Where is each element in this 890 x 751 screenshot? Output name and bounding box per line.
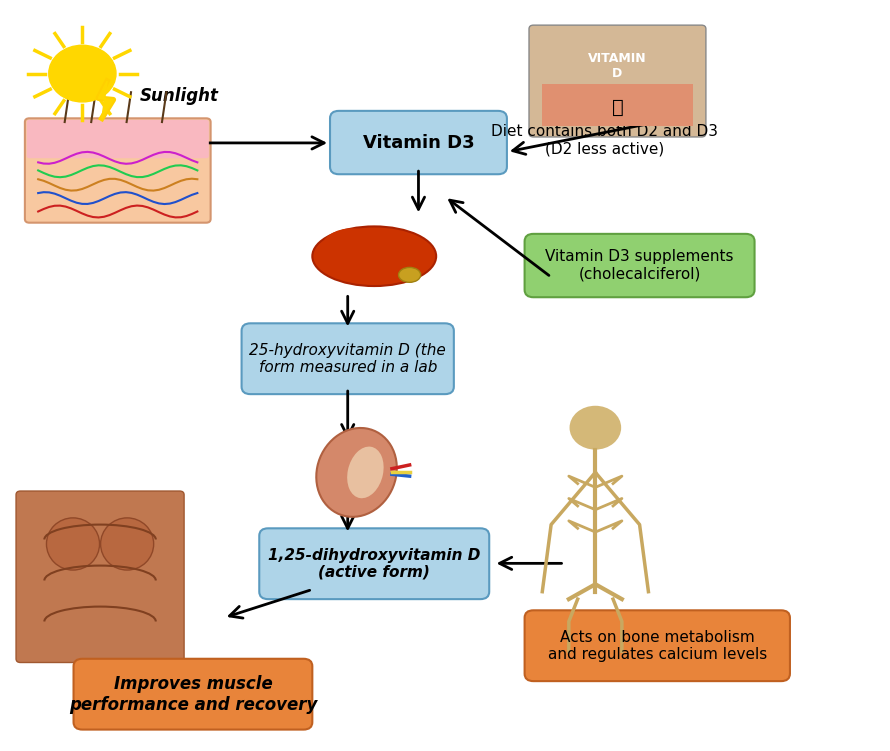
Circle shape [570, 407, 620, 448]
Circle shape [49, 45, 116, 102]
Text: 1,25-dihydroxyvitamin D
(active form): 1,25-dihydroxyvitamin D (active form) [268, 547, 481, 580]
FancyBboxPatch shape [524, 611, 790, 681]
Text: Acts on bone metabolism
and regulates calcium levels: Acts on bone metabolism and regulates ca… [547, 629, 767, 662]
Ellipse shape [347, 447, 384, 498]
FancyBboxPatch shape [25, 119, 211, 223]
Text: 🍣: 🍣 [611, 98, 623, 116]
FancyBboxPatch shape [330, 111, 507, 174]
Ellipse shape [321, 228, 383, 270]
Text: Diet contains both D2 and D3
(D2 less active): Diet contains both D2 and D3 (D2 less ac… [490, 125, 717, 157]
FancyBboxPatch shape [259, 528, 490, 599]
FancyBboxPatch shape [542, 84, 692, 125]
FancyBboxPatch shape [524, 234, 755, 297]
FancyBboxPatch shape [529, 25, 706, 137]
Ellipse shape [316, 428, 397, 517]
Polygon shape [98, 81, 113, 119]
FancyBboxPatch shape [241, 324, 454, 394]
Text: VITAMIN
D: VITAMIN D [588, 52, 647, 80]
FancyBboxPatch shape [27, 120, 209, 158]
Ellipse shape [101, 518, 154, 570]
Ellipse shape [312, 226, 436, 286]
FancyBboxPatch shape [16, 491, 184, 662]
Text: Vitamin D3 supplements
(cholecalciferol): Vitamin D3 supplements (cholecalciferol) [546, 249, 734, 282]
FancyBboxPatch shape [74, 659, 312, 729]
Ellipse shape [46, 518, 100, 570]
Ellipse shape [399, 267, 421, 282]
Text: Vitamin D3: Vitamin D3 [362, 134, 474, 152]
Text: Improves muscle
performance and recovery: Improves muscle performance and recovery [69, 675, 317, 713]
Text: 25-hydroxyvitamin D (the
form measured in a lab: 25-hydroxyvitamin D (the form measured i… [249, 342, 446, 375]
Text: Sunlight: Sunlight [140, 87, 219, 105]
